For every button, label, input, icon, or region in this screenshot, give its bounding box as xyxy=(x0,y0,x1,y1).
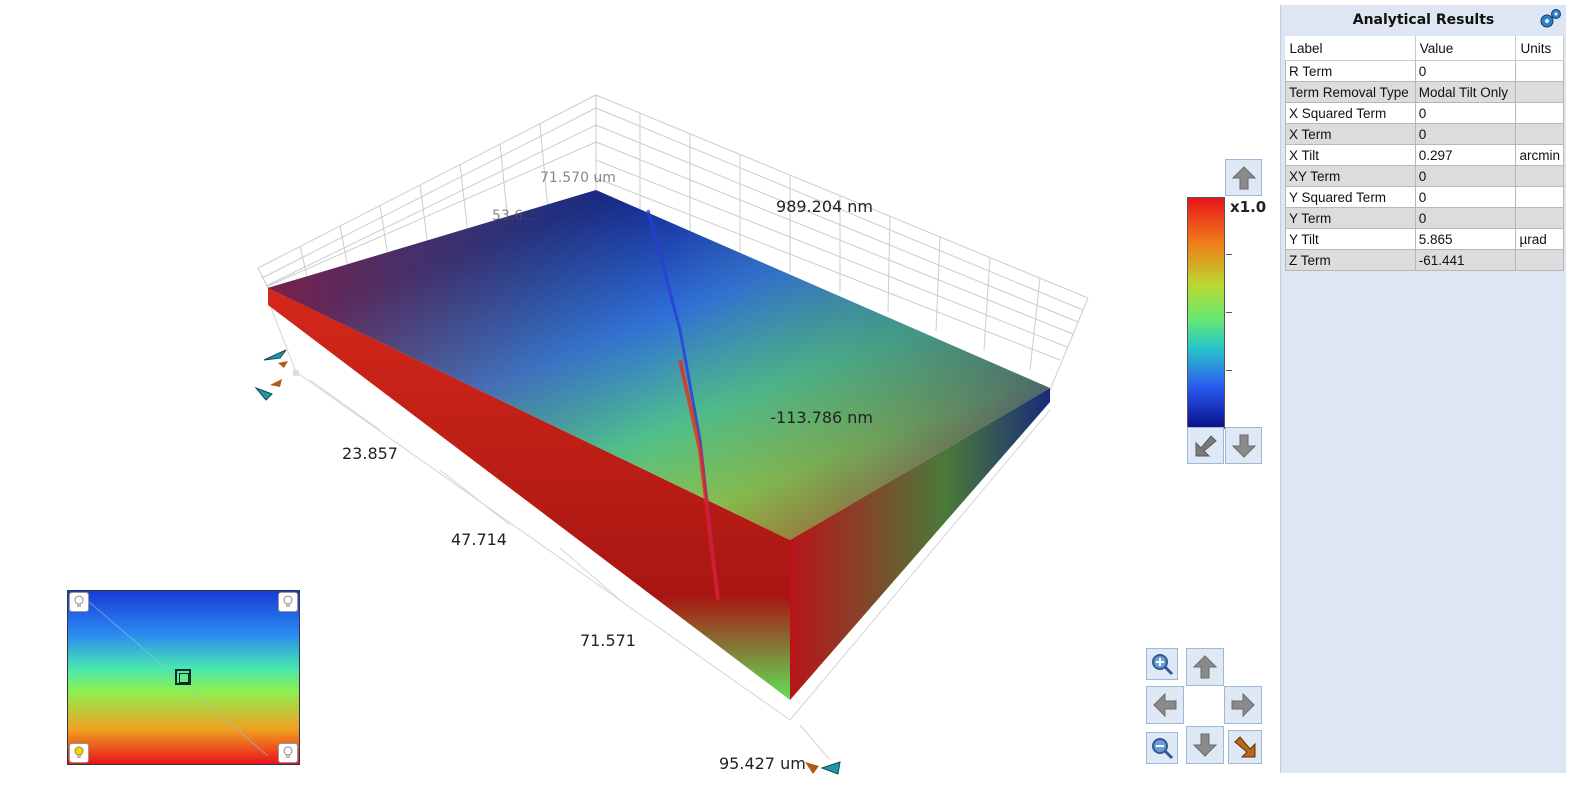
cell-units xyxy=(1515,81,1564,103)
axis-tick-label: 47.714 xyxy=(451,530,507,549)
cell-label: Y Term xyxy=(1285,207,1416,229)
axis-tick-label: 95.427 um xyxy=(719,754,806,773)
column-header-label[interactable]: Label xyxy=(1285,36,1416,61)
pan-right-button[interactable] xyxy=(1224,686,1262,724)
scale-tick xyxy=(1226,312,1232,313)
light-bulb-icon[interactable] xyxy=(278,592,298,612)
cell-units xyxy=(1515,249,1564,271)
cell-label: R Term xyxy=(1285,60,1416,82)
arrow-right-icon xyxy=(1231,692,1255,718)
light-handle-icon[interactable] xyxy=(254,349,299,401)
arrow-down-icon xyxy=(1192,733,1218,757)
arrow-diagonal-icon xyxy=(1195,434,1217,456)
zoom-out-button[interactable] xyxy=(1146,732,1178,764)
cell-label: Y Squared Term xyxy=(1285,186,1416,208)
panel-title: Analytical Results xyxy=(1352,12,1495,28)
pan-down-button[interactable] xyxy=(1186,726,1224,764)
cell-label: Y Tilt xyxy=(1285,228,1416,250)
zoom-in-icon xyxy=(1152,654,1174,676)
arrow-up-icon xyxy=(1231,165,1256,189)
cell-units xyxy=(1515,102,1564,124)
axis-tick-label: 23.857 xyxy=(342,444,398,463)
table-row[interactable]: Term Removal Type Modal Tilt Only xyxy=(1285,81,1564,103)
cell-value: 5.865 xyxy=(1414,228,1517,250)
table-row[interactable]: X Tilt 0.297 arcmin xyxy=(1285,144,1564,166)
cell-label: XY Term xyxy=(1285,165,1416,187)
table-row[interactable]: Y Term 0 xyxy=(1285,207,1564,229)
table-row[interactable]: X Squared Term 0 xyxy=(1285,102,1564,124)
cell-units xyxy=(1515,207,1564,229)
cell-value: -61.441 xyxy=(1414,249,1517,271)
cell-units xyxy=(1515,123,1564,145)
results-table: Label Value Units R Term 0 Term Removal … xyxy=(1285,36,1564,271)
surface-side-front xyxy=(268,288,790,700)
cell-value: 0 xyxy=(1414,207,1517,229)
scale-min-label: -113.786 nm xyxy=(770,408,873,427)
cell-units xyxy=(1515,165,1564,187)
zoom-out-icon xyxy=(1152,738,1174,760)
pan-left-button[interactable] xyxy=(1146,686,1184,724)
cell-label: X Tilt xyxy=(1285,144,1416,166)
table-header-row: Label Value Units xyxy=(1285,36,1564,61)
table-row[interactable]: Y Tilt 5.865 µrad xyxy=(1285,228,1564,250)
zoom-in-button[interactable] xyxy=(1146,648,1178,680)
arrow-up-icon xyxy=(1192,655,1218,679)
floor-grid xyxy=(267,299,1051,761)
cell-value: 0 xyxy=(1414,165,1517,187)
surface-side-right xyxy=(790,388,1050,700)
minimap[interactable] xyxy=(67,590,300,765)
scale-tick xyxy=(1226,370,1232,371)
cell-units xyxy=(1515,60,1564,82)
scale-expand-button[interactable] xyxy=(1187,427,1224,464)
surface-plot-3d[interactable]: 23.857 47.714 71.571 95.427 um 71.570 um… xyxy=(0,0,1280,786)
pan-up-button[interactable] xyxy=(1186,648,1224,686)
cell-units: µrad xyxy=(1515,228,1564,250)
scale-max-label: 989.204 nm xyxy=(776,197,873,216)
light-bulb-icon[interactable] xyxy=(278,743,298,763)
arrow-down-icon xyxy=(1231,434,1256,458)
column-header-units[interactable]: Units xyxy=(1515,36,1564,61)
faded-axis-label: 71.570 um xyxy=(540,170,616,186)
table-row[interactable]: Z Term -61.441 xyxy=(1285,249,1564,271)
cell-value: 0 xyxy=(1414,123,1517,145)
scale-tick xyxy=(1226,254,1232,255)
light-handle-icon[interactable] xyxy=(805,761,841,775)
table-row[interactable]: Y Squared Term 0 xyxy=(1285,186,1564,208)
faded-axis-label: 53.6... xyxy=(492,208,537,224)
cell-value: 0.297 xyxy=(1414,144,1517,166)
reset-view-button[interactable] xyxy=(1228,730,1262,764)
table-row[interactable]: R Term 0 xyxy=(1285,60,1564,82)
surface-top-overlay xyxy=(268,190,1050,540)
cell-value: Modal Tilt Only xyxy=(1414,81,1517,103)
analytical-results-panel: Analytical Results Label Value Units R T… xyxy=(1280,5,1566,773)
axis-tick-label: 71.571 xyxy=(580,631,636,650)
3d-viewport[interactable]: 23.857 47.714 71.571 95.427 um 71.570 um… xyxy=(0,0,1280,786)
surface-ridge-lower xyxy=(678,359,720,601)
table-row[interactable]: XY Term 0 xyxy=(1285,165,1564,187)
cell-label: X Term xyxy=(1285,123,1416,145)
cell-label: Term Removal Type xyxy=(1285,81,1416,103)
arrow-left-icon xyxy=(1153,692,1177,718)
minimap-view-marker[interactable] xyxy=(175,669,191,685)
cell-value: 0 xyxy=(1414,186,1517,208)
cell-label: X Squared Term xyxy=(1285,102,1416,124)
color-scale-bar xyxy=(1187,197,1225,429)
scale-zoom-label: x1.0 xyxy=(1230,198,1267,216)
cell-value: 0 xyxy=(1414,102,1517,124)
column-header-value[interactable]: Value xyxy=(1415,36,1517,61)
cell-units: arcmin xyxy=(1515,144,1564,166)
grid-walls xyxy=(257,94,1089,391)
reset-view-icon xyxy=(1234,736,1256,758)
scale-up-button[interactable] xyxy=(1225,159,1262,196)
cell-value: 0 xyxy=(1414,60,1517,82)
table-row[interactable]: X Term 0 xyxy=(1285,123,1564,145)
light-bulb-icon[interactable] xyxy=(69,592,89,612)
light-bulb-icon[interactable] xyxy=(69,743,89,763)
cell-label: Z Term xyxy=(1285,249,1416,271)
cell-units xyxy=(1515,186,1564,208)
minimap-diagonal xyxy=(87,600,269,757)
gears-icon xyxy=(1540,9,1561,28)
scale-down-button[interactable] xyxy=(1225,427,1262,464)
settings-button[interactable] xyxy=(1538,8,1562,32)
